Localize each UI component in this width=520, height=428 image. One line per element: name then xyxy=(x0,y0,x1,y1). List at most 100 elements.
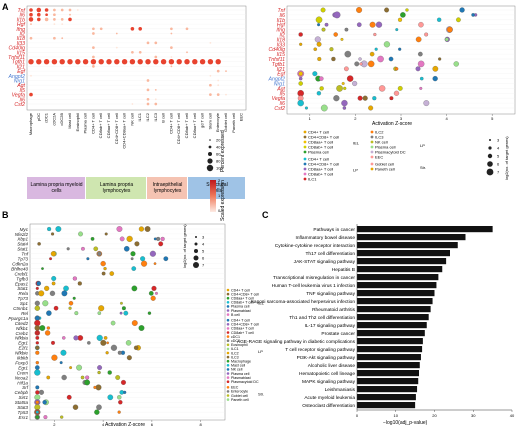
panel-b-gene-label: Tnf xyxy=(21,252,28,257)
panel-b-point xyxy=(97,370,101,375)
panel-a-cell-type-label: gd T cell xyxy=(200,113,205,128)
panel-b-size-legend-dot xyxy=(194,249,198,253)
panel-a-cell-type-label: CD4+ T cell xyxy=(90,113,95,134)
panel-a2-point xyxy=(419,76,424,81)
panel-a-cell-type-label: cDC1 xyxy=(44,112,49,123)
panel-a-cell-type-label: CD8ab+ T cell xyxy=(98,113,103,138)
panel-b-legend-label: CD4+CD8+ T cell xyxy=(231,323,259,327)
panel-a2-legend-label: CD8aa+ T cell xyxy=(308,139,333,144)
panel-c-bar xyxy=(357,394,416,401)
panel-a-dot xyxy=(185,27,189,31)
panel-b-legend-label: ILC2 xyxy=(231,351,239,355)
panel-a2-point xyxy=(432,75,438,82)
panel-a-cell-type-label: CD8aa+ T cell xyxy=(192,113,197,138)
panel-c-bar xyxy=(357,290,435,297)
panel-b-gene-label: Tp73 xyxy=(18,257,29,262)
panel-a-dot xyxy=(44,17,49,22)
panel-c-bar xyxy=(357,330,425,337)
panel-b-gene-label: Sirt1 xyxy=(19,395,29,400)
panel-b-point xyxy=(130,257,134,261)
panel-a-dot xyxy=(43,59,50,65)
panel-b-point xyxy=(97,365,103,371)
panel-a2-legend-label: Plasmacytoid DC xyxy=(375,149,406,154)
panel-b-point xyxy=(53,305,59,311)
panel-b-legend-label: CD8aa+ T cell xyxy=(231,327,254,331)
panel-b-point xyxy=(35,331,39,335)
panel-a2-point xyxy=(320,7,326,13)
panel-b-point xyxy=(97,251,102,256)
panel-a-cell-type-label: Macrophage xyxy=(28,112,33,135)
panel-a2-point xyxy=(453,61,459,67)
panel-b-legend-label: Plasmacytoid DC xyxy=(231,380,259,384)
panel-b-point xyxy=(49,257,53,261)
panel-c-category-label: Cytokine-cytokine receptor interaction xyxy=(275,243,356,249)
percent-legend-dot xyxy=(207,158,213,164)
panel-a2-gene-label: Il5 xyxy=(280,91,286,97)
panel-a2-legend-dot xyxy=(303,140,307,144)
panel-a2-point xyxy=(418,51,423,57)
panel-b-legend: log2(no. of target genes) 3 4 5 6 7 CD4+ T cel… xyxy=(182,224,265,402)
panel-a2-point xyxy=(356,22,362,28)
panel-b-point xyxy=(110,344,118,351)
panel-c-xtick-label: 40 xyxy=(510,413,515,418)
panel-a-grid xyxy=(27,9,246,105)
panel-a2-size-legend-label: 6 xyxy=(497,162,500,167)
panel-b-legend-label: CD8ab+ T cell xyxy=(231,301,254,305)
panel-a2-point xyxy=(344,27,349,32)
panel-b-legend-label: Plasma cell xyxy=(231,305,250,309)
panel-a-dot xyxy=(170,65,173,68)
panel-b-point xyxy=(107,370,112,375)
panel-a2-xtick-label: 1 xyxy=(309,116,312,121)
panel-b-point xyxy=(156,236,161,241)
panel-b-gene-label: Xbp1 xyxy=(16,237,28,242)
panel-a-dot xyxy=(192,59,198,65)
panel-a2-gene-label: Ifng xyxy=(276,28,285,34)
panel-a2-size-legend-title: log2(no. of target genes) xyxy=(504,136,509,180)
panel-a-group-label: lymphocytes xyxy=(154,188,182,194)
panel-b-point xyxy=(158,241,164,247)
panel-a2-point xyxy=(314,36,321,43)
panel-b-point xyxy=(120,301,123,305)
panel-a-dot xyxy=(154,89,157,91)
panel-a2-gene-label: Il6 xyxy=(280,13,286,19)
panel-b-gene-label: Cited2 xyxy=(15,321,29,326)
panel-b-point xyxy=(86,257,90,261)
panel-a2-point xyxy=(415,66,421,72)
panel-b-point xyxy=(94,409,100,415)
panel-c-category-label: PI3K-Akt signaling pathway xyxy=(297,355,356,361)
panel-a-dot xyxy=(53,13,56,17)
panel-a-dot xyxy=(160,59,167,65)
panel-a-gene-label: Il1b xyxy=(17,17,25,23)
panel-b-point xyxy=(144,226,151,232)
panel-b-xtick-label: 4 xyxy=(102,422,105,427)
panel-a2-point xyxy=(397,17,403,22)
panel-a-cell-type-label: ILC2 xyxy=(145,112,150,121)
panel-b-gene-label: Stat3 xyxy=(17,405,28,410)
panel-a2-gene-label: Agt xyxy=(276,86,285,92)
panel-a2-legend-group: Str. xyxy=(420,165,426,170)
panel-b-point xyxy=(51,340,55,345)
panel-a2-point xyxy=(298,76,303,81)
panel-a2-point xyxy=(372,96,377,101)
panel-a2-legend-dot xyxy=(303,157,307,161)
panel-a2-legend-dot xyxy=(303,150,307,154)
panel-a-dot xyxy=(146,97,150,101)
panel-b-gene-label: E2f1 xyxy=(19,346,29,351)
panel-a-dot xyxy=(99,27,103,31)
scaled-legend-tick: 0 xyxy=(218,208,221,213)
panel-b-point xyxy=(117,395,122,400)
panel-a2-legend-label: CD4+ T cell xyxy=(308,129,329,134)
panel-b-legend-label: cDC2 xyxy=(231,339,240,343)
panel-a2-point xyxy=(397,85,403,91)
panel-b-point xyxy=(121,306,126,311)
panel-b-point xyxy=(49,290,56,296)
panel-a2-legend-dot xyxy=(303,135,307,139)
panel-a-gene-label: Tgfb1 xyxy=(12,60,25,66)
panel-b-gene-label: Crem xyxy=(17,370,28,375)
percent-expressed-title: Percent expressed xyxy=(220,130,226,172)
panel-b-point xyxy=(138,325,145,331)
panel-a2-point xyxy=(393,90,400,96)
panel-b-point xyxy=(125,340,132,346)
panel-a-dot xyxy=(176,59,182,65)
panel-a-cell-type-label: CD8ab+ T cell xyxy=(184,113,189,138)
